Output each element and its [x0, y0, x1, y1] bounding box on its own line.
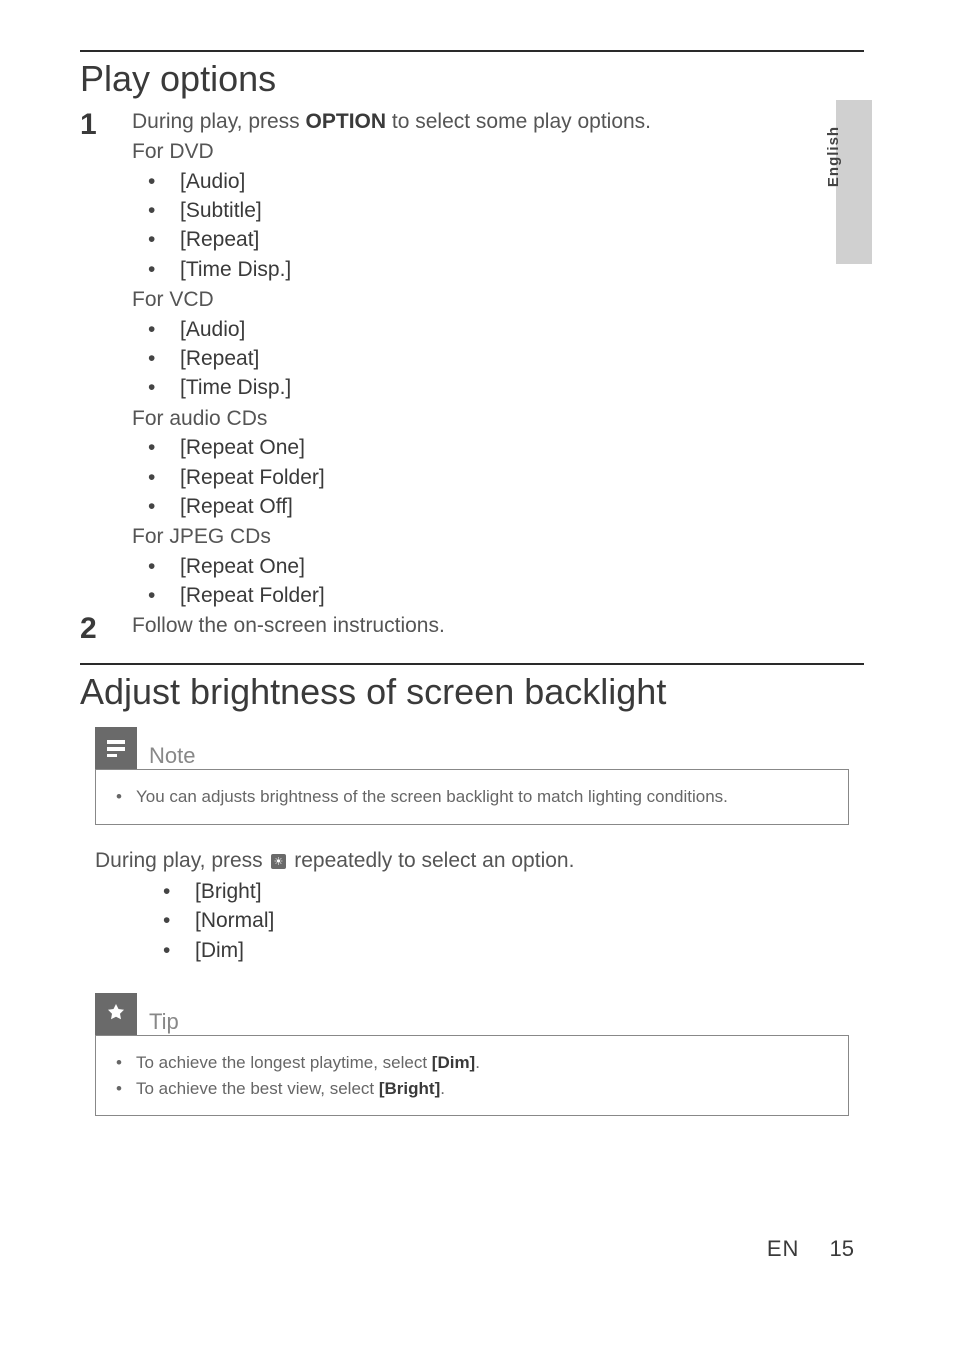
- section-title-play-options: Play options: [80, 58, 864, 100]
- section-rule: [80, 50, 864, 52]
- list-item: [Repeat Off]: [180, 492, 864, 521]
- body-text: During play, press ☀ repeatedly to selec…: [95, 849, 864, 873]
- step-body: During play, press OPTION to select some…: [132, 108, 864, 610]
- step-number: 2: [80, 612, 132, 645]
- step-text-bold: OPTION: [306, 110, 387, 133]
- list-item: [Subtitle]: [180, 196, 864, 225]
- step-1: 1 During play, press OPTION to select so…: [80, 108, 864, 610]
- tip-item: To achieve the longest playtime, select …: [116, 1050, 828, 1076]
- footer-lang: EN: [767, 1236, 800, 1261]
- option-list: [Repeat One] [Repeat Folder]: [132, 552, 864, 611]
- note-item: You can adjusts brightness of the screen…: [116, 784, 828, 810]
- group-label: For VCD: [132, 286, 864, 314]
- tip-item: To achieve the best view, select [Bright…: [116, 1076, 828, 1102]
- section-title-brightness: Adjust brightness of screen backlight: [80, 671, 864, 713]
- list-item: [Audio]: [180, 167, 864, 196]
- note-box: Note You can adjusts brightness of the s…: [95, 727, 849, 825]
- brightness-button-icon: ☀: [271, 854, 287, 869]
- group-label: For audio CDs: [132, 405, 864, 433]
- list-item: [Audio]: [180, 315, 864, 344]
- tip-post: .: [440, 1079, 445, 1098]
- page-footer: EN 15: [767, 1236, 854, 1262]
- tip-label: Tip: [137, 1009, 179, 1035]
- tip-box: Tip To achieve the longest playtime, sel…: [95, 993, 849, 1116]
- section-rule: [80, 663, 864, 665]
- body-text-pre: During play, press: [95, 849, 269, 872]
- page-content: Play options 1 During play, press OPTION…: [0, 0, 954, 1116]
- step-text-pre: During play, press: [132, 110, 306, 133]
- list-item: [Dim]: [195, 936, 864, 965]
- list-item: [Time Disp.]: [180, 373, 864, 402]
- step-2: 2 Follow the on-screen instructions.: [80, 612, 864, 645]
- list-item: [Bright]: [195, 877, 864, 906]
- list-item: [Repeat One]: [180, 433, 864, 462]
- tip-pre: To achieve the longest playtime, select: [136, 1053, 432, 1072]
- list-item: [Repeat]: [180, 344, 864, 373]
- list-item: [Repeat Folder]: [180, 463, 864, 492]
- tip-pre: To achieve the best view, select: [136, 1079, 379, 1098]
- list-item: [Repeat One]: [180, 552, 864, 581]
- list-item: [Repeat]: [180, 225, 864, 254]
- group-label: For JPEG CDs: [132, 523, 864, 551]
- tip-bold: [Bright]: [379, 1079, 440, 1098]
- note-label: Note: [137, 743, 195, 769]
- list-item: [Repeat Folder]: [180, 581, 864, 610]
- tip-bold: [Dim]: [432, 1053, 475, 1072]
- step-text-post: to select some play options.: [386, 110, 651, 133]
- note-icon: [95, 727, 137, 769]
- list-item: [Time Disp.]: [180, 255, 864, 284]
- footer-page-number: 15: [830, 1236, 854, 1261]
- step-number: 1: [80, 108, 132, 141]
- step-body: Follow the on-screen instructions.: [132, 612, 864, 640]
- tip-icon: [95, 993, 137, 1035]
- list-item: [Normal]: [195, 906, 864, 935]
- group-label: For DVD: [132, 138, 864, 166]
- body-text-post: repeatedly to select an option.: [288, 849, 574, 872]
- option-list: [Repeat One] [Repeat Folder] [Repeat Off…: [132, 433, 864, 521]
- brightness-option-list: [Bright] [Normal] [Dim]: [80, 877, 864, 965]
- option-list: [Audio] [Repeat] [Time Disp.]: [132, 315, 864, 403]
- option-list: [Audio] [Subtitle] [Repeat] [Time Disp.]: [132, 167, 864, 285]
- tip-post: .: [475, 1053, 480, 1072]
